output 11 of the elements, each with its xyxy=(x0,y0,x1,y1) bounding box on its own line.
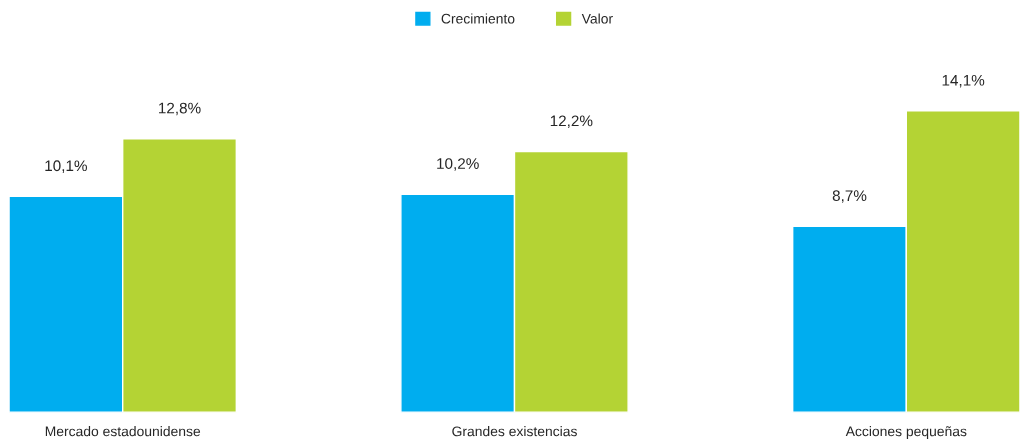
data-label: 8,7% xyxy=(832,190,867,203)
data-label: 10,1% xyxy=(45,160,87,173)
x-tick-label: Grandes existencias xyxy=(452,426,577,437)
x-tick-label: Mercado estadounidense xyxy=(45,426,201,437)
data-label: 10,2% xyxy=(437,158,479,171)
data-label: 14,1% xyxy=(942,74,985,88)
legend-label: Valor xyxy=(581,13,613,24)
legend-label: Crecimiento xyxy=(441,13,515,24)
x-tick-label: Acciones pequeñas xyxy=(845,426,967,439)
data-label: 12,8% xyxy=(159,102,201,116)
data-label: 12,2% xyxy=(550,115,593,129)
